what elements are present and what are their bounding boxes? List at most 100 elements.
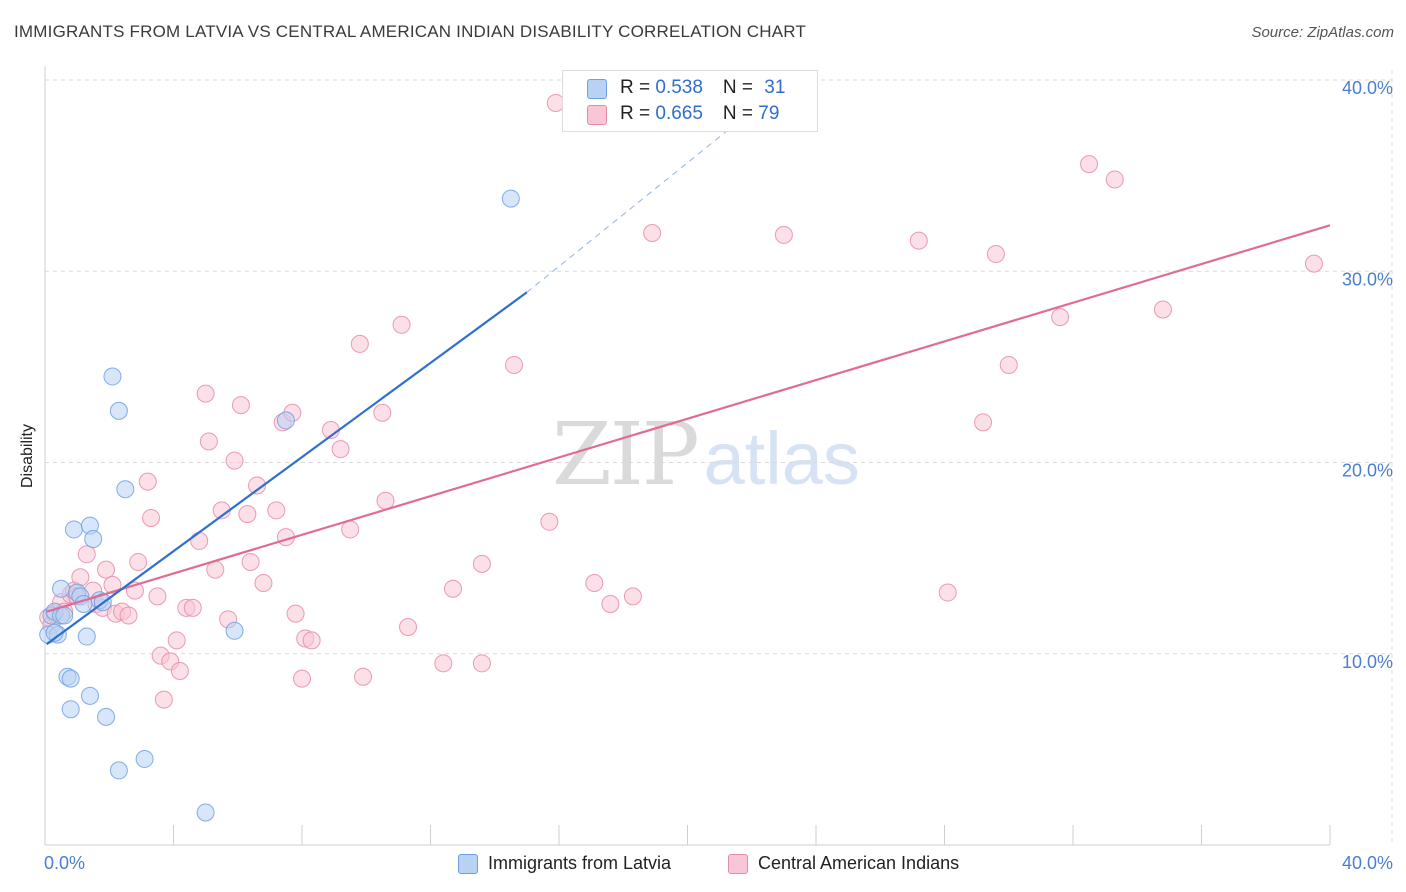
point-latvia (276, 411, 295, 430)
point-central-american-indians (331, 440, 350, 459)
point-latvia (501, 189, 520, 208)
point-latvia (52, 579, 71, 598)
point-central-american-indians (138, 472, 157, 491)
y-tick-label: 20.0% (1342, 461, 1393, 481)
chart-title: IMMIGRANTS FROM LATVIA VS CENTRAL AMERIC… (14, 22, 807, 41)
point-central-american-indians (241, 552, 260, 571)
point-central-american-indians (472, 554, 491, 573)
point-central-american-indians (196, 384, 215, 403)
point-central-american-indians (472, 654, 491, 673)
point-central-american-indians (77, 545, 96, 564)
legend-stats-central-american-indians: R = 0.665 N = 79 (620, 103, 779, 125)
r-value: 0.538 (655, 77, 703, 98)
point-central-american-indians (974, 413, 993, 432)
grid-lines (45, 70, 1393, 845)
point-central-american-indians (183, 598, 202, 617)
r-label: R = (620, 77, 656, 98)
point-central-american-indians (119, 606, 138, 625)
point-central-american-indians (302, 631, 321, 650)
point-central-american-indians (231, 396, 250, 415)
point-central-american-indians (293, 669, 311, 688)
legend-label-central-american-indians: Central American Indians (758, 853, 960, 873)
legend-label-latvia: Immigrants from Latvia (488, 853, 672, 873)
point-central-american-indians (909, 231, 928, 250)
point-central-american-indians (199, 432, 218, 451)
point-central-american-indians (103, 575, 122, 594)
point-latvia (77, 627, 96, 646)
point-latvia (196, 803, 215, 822)
y-tick-label: 30.0% (1342, 269, 1393, 289)
r-label: R = (620, 103, 656, 124)
legend-swatch-central-american-indians (587, 105, 607, 125)
point-central-american-indians (505, 355, 524, 374)
point-latvia (109, 761, 128, 780)
n-label: N = (722, 77, 759, 98)
y-tick-label: 40.0% (1342, 78, 1393, 98)
point-central-american-indians (1304, 254, 1323, 273)
point-latvia (61, 700, 80, 719)
x-tick-label: 40.0% (1342, 853, 1393, 873)
point-central-american-indians (986, 245, 1005, 264)
point-latvia (55, 606, 74, 625)
point-latvia (109, 401, 128, 420)
point-central-american-indians (601, 595, 620, 614)
axes (44, 66, 1331, 846)
point-central-american-indians (167, 631, 186, 650)
point-latvia (135, 749, 154, 768)
point-central-american-indians (585, 573, 604, 592)
data-points (39, 93, 1323, 822)
point-latvia (80, 686, 99, 705)
point-central-american-indians (392, 315, 411, 334)
point-central-american-indians (623, 587, 642, 606)
point-central-american-indians (71, 568, 90, 587)
point-latvia (84, 530, 103, 548)
n-value: 79 (758, 103, 780, 124)
trend-line-central-american-indians (46, 224, 1331, 613)
point-central-american-indians (1051, 308, 1070, 327)
point-central-american-indians (399, 617, 418, 636)
n-value: 31 (764, 77, 786, 98)
point-central-american-indians (254, 573, 273, 592)
point-central-american-indians (434, 654, 453, 673)
r-value: 0.665 (655, 103, 703, 124)
point-central-american-indians (286, 604, 305, 623)
legend-stats-latvia: R = 0.538 N = 31 (620, 77, 785, 99)
trend-line-latvia-extension (526, 94, 772, 293)
point-central-american-indians (350, 334, 369, 353)
point-central-american-indians (1153, 300, 1172, 319)
tick-labels: 10.0% 20.0% 30.0% 40.0% 0.0% 40.0% (44, 78, 1393, 873)
point-central-american-indians (376, 491, 395, 510)
point-latvia (64, 520, 83, 539)
point-latvia (103, 367, 122, 386)
point-central-american-indians (540, 512, 559, 531)
series-legend: Immigrants from Latvia Central American … (0, 852, 1406, 876)
point-central-american-indians (1105, 170, 1124, 189)
correlation-legend: R = 0.538 N = 31 R = 0.665 N = 79 (562, 70, 818, 132)
trend-lines (45, 94, 1331, 646)
point-central-american-indians (774, 225, 793, 244)
point-central-american-indians (643, 224, 662, 242)
y-tick-label: 10.0% (1342, 652, 1393, 672)
point-central-american-indians (373, 403, 392, 422)
point-central-american-indians (225, 451, 244, 470)
point-central-american-indians (354, 667, 373, 686)
x-tick-label: 0.0% (44, 853, 85, 873)
point-central-american-indians (443, 579, 462, 598)
point-central-american-indians (154, 690, 173, 709)
legend-swatch-central-american-indians (728, 854, 748, 874)
source-label: Source: ZipAtlas.com (1251, 24, 1394, 41)
point-central-american-indians (248, 476, 267, 495)
point-central-american-indians (129, 552, 148, 571)
point-central-american-indians (148, 587, 167, 606)
trend-line-latvia (45, 291, 528, 646)
point-central-american-indians (999, 355, 1018, 374)
point-central-american-indians (142, 508, 161, 527)
point-central-american-indians (170, 661, 189, 680)
point-latvia (225, 621, 244, 640)
point-central-american-indians (190, 531, 209, 550)
point-latvia (61, 669, 80, 688)
point-latvia (97, 707, 116, 726)
point-central-american-indians (97, 560, 116, 579)
legend-swatch-latvia (458, 854, 478, 874)
